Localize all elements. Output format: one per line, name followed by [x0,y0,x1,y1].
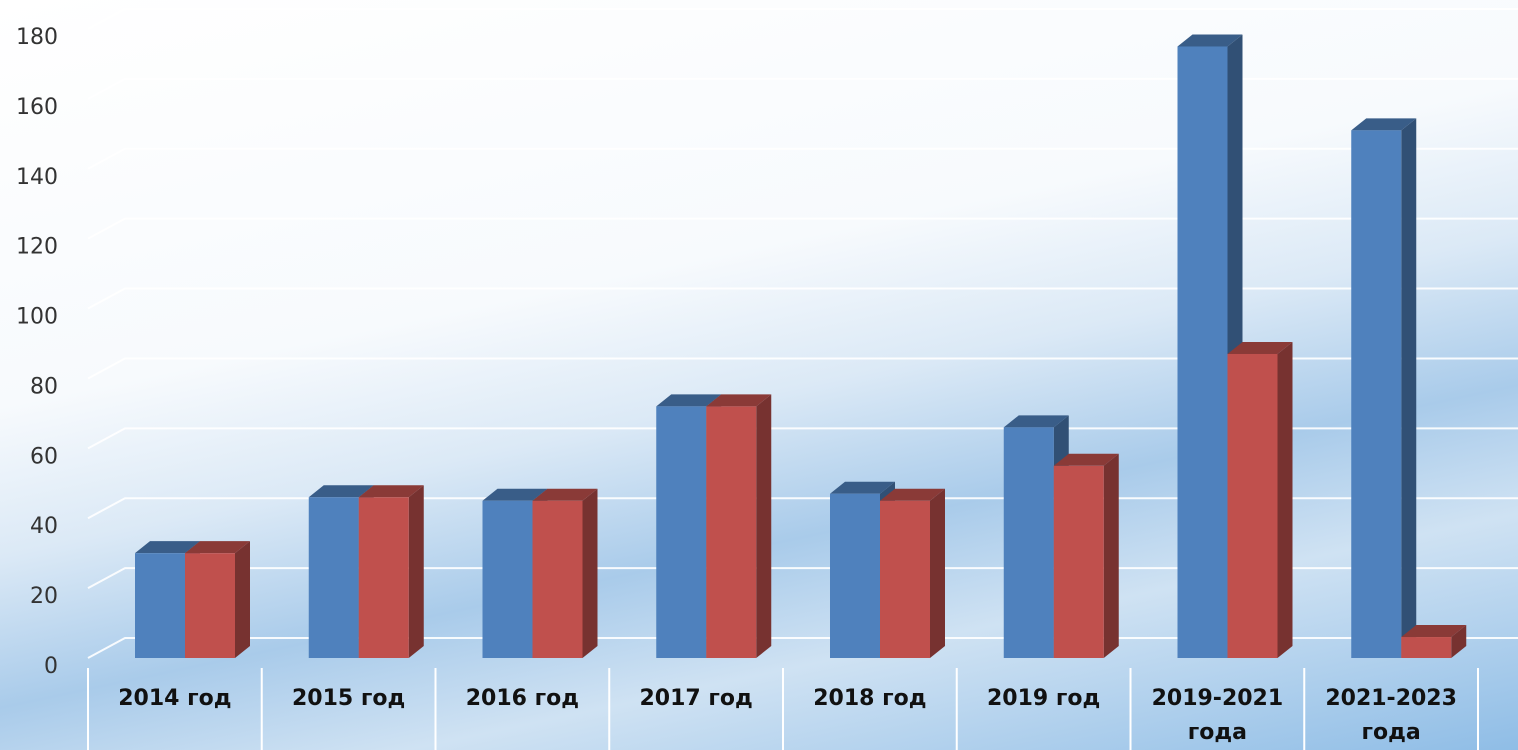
bar-front [483,501,533,658]
bar-front [706,406,756,658]
bar-front [1178,46,1228,658]
y-tick-label: 160 [16,95,58,120]
bar-side [756,394,771,658]
bar [1401,625,1466,658]
x-tick-label: 2019 год [974,682,1114,716]
y-tick-label: 40 [30,514,58,539]
bar [1228,342,1293,658]
bar-side [1278,342,1293,658]
grid-line [88,9,1518,29]
chart: 0 20 40 60 80 100 120 140 160 180 2014 год 2015 го… [0,0,1518,750]
y-tick-label: 0 [44,654,58,679]
bar-front [359,497,409,658]
bar-front [309,497,359,658]
bar-front [880,501,930,658]
bar-front [533,501,583,658]
bar-front [1351,130,1401,658]
bar-front [830,494,880,658]
x-tick-label: 2019-2021 года [1147,682,1287,750]
grid-line [88,428,1518,448]
bar [533,489,598,658]
grid-line [88,289,1518,309]
bar-front [1004,427,1054,658]
grid-line [88,498,1518,518]
bar-side [1104,454,1119,658]
x-tick-label: 2021-2023 года [1321,682,1461,750]
bar-front [1401,637,1451,658]
bar-side [930,489,945,658]
bar-side [583,489,598,658]
x-tick-label: 2015 год [279,682,419,716]
grid-line [88,568,1518,588]
grid-line [88,79,1518,99]
bar [1351,118,1416,658]
bar-front [1228,354,1278,658]
grid-line [88,638,1518,658]
y-tick-label: 80 [30,374,58,399]
y-tick-label: 20 [30,584,58,609]
bar-front [135,553,185,658]
bar [706,394,771,658]
grid-line [88,358,1518,378]
plot: 0 20 40 60 80 100 120 140 160 180 [0,0,1518,750]
bar-front [185,553,235,658]
bar [185,541,250,658]
bar-side [409,485,424,658]
grid-line [88,149,1518,169]
bar-side [1401,118,1416,658]
x-tick-label: 2014 год [105,682,245,716]
x-tick-label: 2017 год [626,682,766,716]
y-tick-label: 60 [30,444,58,469]
grid-line [88,219,1518,239]
y-tick-label: 120 [16,235,58,260]
x-tick-label: 2016 год [452,682,592,716]
bar-side [235,541,250,658]
y-tick-label: 180 [16,25,58,50]
y-tick-label: 140 [16,165,58,190]
y-tick-label: 100 [16,305,58,330]
bar-front [1054,466,1104,658]
bar [880,489,945,658]
bar-front [656,406,706,658]
bar [1054,454,1119,658]
x-tick-label: 2018 год [800,682,940,716]
bar [359,485,424,658]
